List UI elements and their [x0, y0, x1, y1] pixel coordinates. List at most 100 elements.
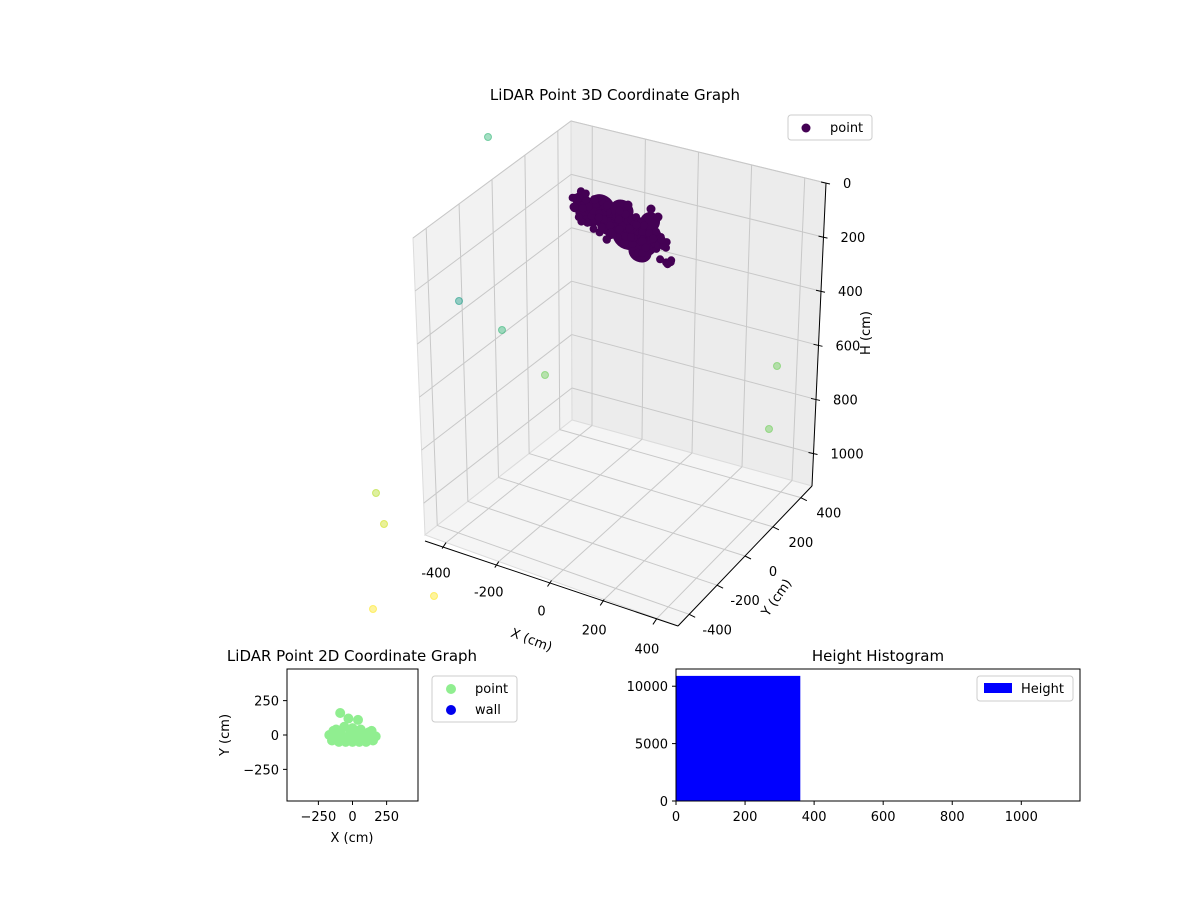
chart-3d: LiDAR Point 3D Coordinate Graph -400 -200…	[369, 86, 874, 657]
cluster-point	[653, 212, 663, 222]
outlier-point-9	[369, 605, 377, 613]
x-tick-label-2d-0: −250	[301, 810, 337, 825]
histogram-bar-0	[676, 675, 801, 801]
legend-3d-marker	[801, 123, 811, 133]
outlier-point-0	[484, 133, 492, 141]
outlier-points	[369, 133, 781, 613]
x-axis-line-3d	[424, 540, 679, 627]
z-tick-label-3d-0: 0	[843, 177, 851, 192]
x-axis-label-2d: X (cm)	[331, 831, 374, 846]
outlier-point-7	[380, 520, 388, 528]
grid-y-floor-4	[559, 429, 801, 499]
outlier-point-4	[773, 362, 781, 370]
axes-3d: -400-2000200400-400-20002004000200400600…	[421, 177, 865, 657]
hist-y-tick-label-1: 5000	[635, 738, 668, 753]
histogram-title: Height Histogram	[812, 647, 944, 665]
y-tick-mark-3d-4	[800, 497, 808, 502]
legend-histogram-swatch	[984, 683, 1012, 693]
cluster-point	[568, 193, 577, 202]
cluster-point	[584, 202, 593, 211]
grid-z-left-1	[414, 173, 572, 292]
grid-y-floor-0	[437, 524, 690, 615]
cluster-point	[627, 233, 635, 241]
grid-x-back-1	[641, 139, 646, 440]
y-tick-label-2d-2: 250	[254, 695, 279, 710]
grid-z-left-5	[423, 387, 573, 504]
cluster-point	[663, 260, 672, 269]
z-axis-line-3d	[811, 182, 827, 487]
histogram-plot-area	[675, 668, 1081, 802]
grid-x-back-2	[691, 151, 699, 454]
grid-y-left-4	[557, 130, 561, 430]
cluster-point	[597, 223, 606, 232]
cluster-point	[574, 213, 583, 222]
cluster-point	[582, 195, 591, 204]
cluster-point	[581, 189, 590, 198]
y-tick-label-3d-1: -200	[730, 594, 760, 609]
legend-histogram: Height	[976, 675, 1074, 702]
point-2d	[339, 734, 350, 745]
outlier-point-5	[765, 425, 773, 433]
grid-z-left-4	[421, 334, 573, 451]
grid-y-floor-2	[498, 477, 746, 557]
cluster-point	[614, 215, 623, 224]
x-tick-label-3d-3: 200	[582, 623, 607, 638]
grid-x-back-4	[791, 177, 806, 481]
outlier-point-1	[455, 297, 463, 305]
cluster-point	[594, 213, 603, 222]
point-2d	[335, 708, 346, 718]
grid-y-floor-1	[467, 500, 718, 586]
z-tick-label-3d-5: 1000	[831, 448, 864, 463]
cluster-point	[569, 202, 579, 212]
z-axis-label-3d: H (cm)	[859, 311, 874, 355]
cluster-point	[657, 235, 666, 244]
legend-2d-label-point: point	[475, 682, 508, 697]
outlier-point-6	[372, 489, 380, 497]
x-tick-label-3d-2: 0	[537, 605, 545, 620]
grid-x-back-3	[741, 164, 753, 467]
cluster-point	[606, 221, 615, 230]
legend-3d: point	[787, 114, 873, 141]
cluster-point	[589, 224, 598, 233]
cluster-point	[615, 206, 624, 215]
cluster-point	[640, 221, 649, 230]
chart-histogram: Height Histogram 0 200 400 600 800 1000050001…	[627, 647, 1081, 825]
grid-z-left-0	[412, 120, 572, 239]
points-2d	[324, 708, 381, 747]
grid-y-left-1	[458, 203, 469, 502]
ticks-2d: −250 0 250 −250 0 250	[243, 695, 399, 825]
y-tick-label-3d-0: -400	[702, 623, 732, 638]
z-tick-label-3d-4: 800	[833, 393, 858, 408]
z-tick-label-3d-2: 400	[838, 285, 863, 300]
x-tick-mark-3d-0	[441, 542, 447, 549]
y-tick-label-3d-2: 0	[769, 565, 777, 580]
hist-x-tick-label-1: 200	[733, 810, 758, 825]
cluster-point	[583, 218, 592, 227]
cluster-point	[659, 242, 668, 251]
chart-2d: LiDAR Point 2D Coordinate Graph −250 0 250…	[218, 647, 518, 846]
point-2d	[353, 714, 363, 725]
point-2d	[368, 735, 378, 746]
x-tick-mark-3d-1	[494, 561, 500, 568]
point-cluster	[568, 187, 676, 269]
y-tick-mark-3d-2	[744, 555, 752, 560]
grid-z-back-5	[571, 387, 814, 455]
legend-2d-marker-wall	[446, 705, 456, 715]
grid-3d	[412, 120, 827, 619]
cluster-point	[602, 235, 611, 244]
x-tick-label-2d-2: 250	[374, 810, 399, 825]
cluster-point	[578, 204, 587, 213]
outlier-point-3	[541, 371, 549, 379]
z-tick-label-3d-1: 200	[841, 231, 866, 246]
x-tick-label-3d-0: -400	[421, 567, 451, 582]
cluster-point	[652, 227, 661, 236]
y-tick-label-2d-1: 0	[271, 729, 279, 744]
hist-x-tick-label-0: 0	[672, 810, 680, 825]
legend-histogram-box	[976, 675, 1074, 702]
z-tick-label-3d-3: 600	[836, 339, 861, 354]
cluster-point	[656, 255, 665, 264]
x-tick-label-2d-1: 0	[348, 810, 356, 825]
cluster-point	[590, 196, 599, 205]
